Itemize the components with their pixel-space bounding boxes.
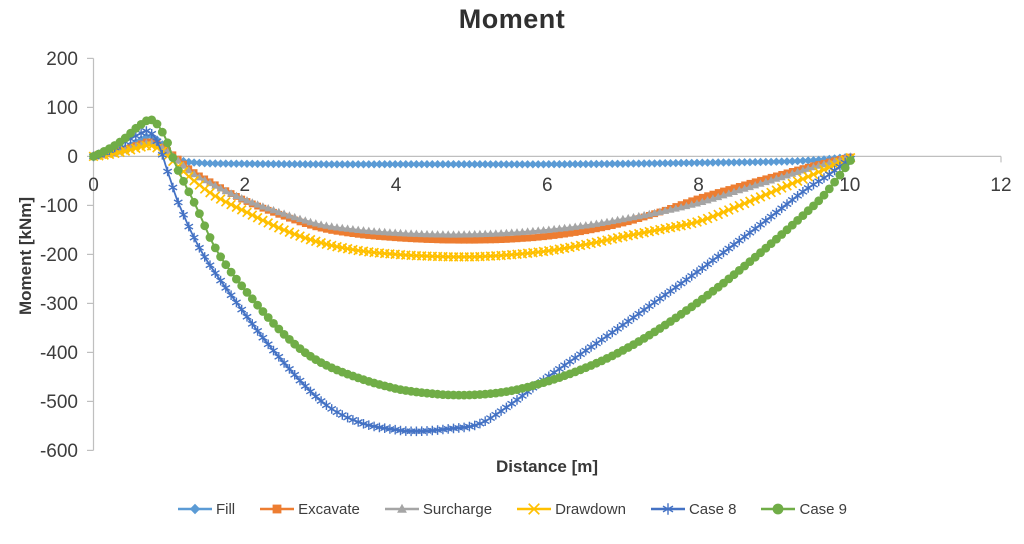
x-tick-label: 6 [542, 175, 553, 196]
x-tick-label: 8 [693, 175, 704, 196]
x-tick-label: 4 [391, 175, 402, 196]
y-tick-label: -600 [40, 441, 78, 462]
series-fill [89, 132, 855, 169]
legend-item-fill: Fill [177, 501, 235, 518]
triangle-marker-icon [384, 503, 419, 513]
square-marker-icon [260, 504, 295, 514]
legend-label-excavate: Excavate [298, 500, 360, 518]
circle-marker-icon [761, 503, 796, 515]
chart-title: Moment [458, 4, 566, 34]
x-tick-label: 10 [839, 175, 860, 196]
y-tick-label: -400 [40, 343, 78, 364]
y-tick-label: 200 [46, 49, 78, 70]
y-axis-title: Moment [kNm] [16, 196, 35, 316]
legend: Fill Excavate Surcharge Drawdown Case 8 Case … [0, 498, 1024, 520]
legend-item-excavate: Excavate [259, 501, 360, 518]
x-tick-label: 0 [88, 175, 99, 196]
diamond-marker-icon [177, 503, 212, 515]
star-marker-icon [650, 503, 685, 515]
y-tick-label: -200 [40, 245, 78, 266]
legend-item-case-9: Case 9 [760, 501, 847, 518]
y-tick-label: 0 [67, 147, 78, 168]
x-tick-label: 12 [990, 175, 1011, 196]
x-tick-label: 2 [240, 175, 251, 196]
series-surcharge [89, 138, 855, 238]
legend-label-surcharge: Surcharge [422, 500, 493, 518]
legend-label-drawdown: Drawdown [555, 500, 626, 518]
legend-label-case-9: Case 9 [799, 500, 848, 518]
x-marker-icon [517, 503, 552, 515]
y-tick-label: -300 [40, 294, 78, 315]
legend-label-case-8: Case 8 [688, 500, 737, 518]
x-axis-title: Distance [m] [495, 457, 599, 476]
legend-item-drawdown: Drawdown [516, 501, 626, 518]
series-case-8 [88, 126, 856, 437]
legend-item-surcharge: Surcharge [384, 501, 492, 518]
series-case-9 [89, 115, 855, 400]
y-tick-label: 100 [46, 98, 78, 119]
y-tick-label: -100 [40, 196, 78, 217]
legend-label-fill: Fill [215, 500, 236, 518]
legend-item-case-8: Case 8 [650, 500, 737, 518]
y-tick-label: -500 [40, 392, 78, 413]
